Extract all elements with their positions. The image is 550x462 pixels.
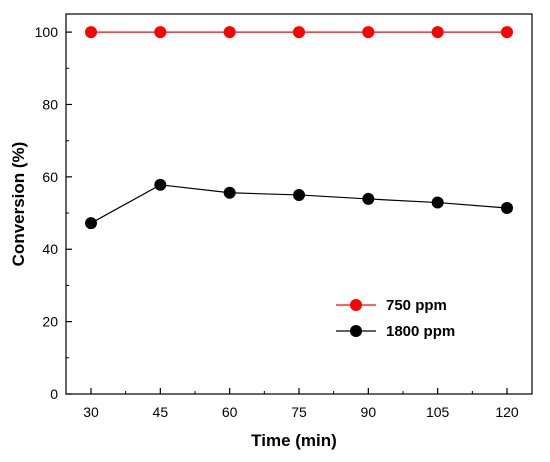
x-tick-label: 105 bbox=[426, 404, 450, 420]
y-tick-label: 60 bbox=[42, 169, 58, 185]
y-tick-label: 0 bbox=[50, 386, 58, 402]
y-tick-label: 40 bbox=[42, 241, 58, 257]
data-point-series-0 bbox=[431, 26, 444, 39]
y-tick-label: 100 bbox=[35, 24, 59, 40]
data-point-series-0 bbox=[154, 26, 167, 39]
data-point-series-1 bbox=[85, 217, 97, 230]
legend-label-750: 750 ppm bbox=[386, 297, 447, 314]
data-point-series-1 bbox=[154, 178, 167, 191]
legend: 750 ppm 1800 ppm bbox=[336, 297, 455, 340]
x-tick-label: 90 bbox=[361, 404, 377, 420]
legend-marker-750 bbox=[350, 299, 362, 311]
x-tick-label: 75 bbox=[291, 404, 307, 420]
data-point-series-1 bbox=[223, 186, 236, 199]
data-point-series-0 bbox=[362, 26, 375, 39]
data-point-series-1 bbox=[293, 188, 305, 201]
y-axis: 0 20 40 60 80 100 bbox=[35, 24, 72, 402]
legend-label-1800: 1800 ppm bbox=[386, 323, 455, 340]
data-point-series-0 bbox=[293, 26, 305, 39]
data-point-series-0 bbox=[501, 26, 513, 39]
x-tick-label: 30 bbox=[83, 404, 99, 420]
data-point-series-0 bbox=[223, 26, 236, 39]
x-tick-label: 45 bbox=[153, 404, 169, 420]
y-tick-label: 20 bbox=[42, 314, 58, 330]
x-axis: 30 45 60 75 90 105 120 bbox=[83, 388, 519, 420]
series-layer bbox=[85, 26, 513, 230]
data-point-series-1 bbox=[501, 201, 513, 214]
data-point-series-1 bbox=[362, 192, 375, 205]
data-point-series-1 bbox=[431, 196, 444, 209]
y-axis-title: Conversion (%) bbox=[9, 142, 28, 267]
x-tick-label: 60 bbox=[222, 404, 238, 420]
x-axis-title: Time (min) bbox=[251, 431, 337, 450]
data-point-series-0 bbox=[85, 26, 97, 39]
x-tick-label: 120 bbox=[495, 404, 519, 420]
legend-marker-1800 bbox=[350, 325, 362, 337]
y-tick-label: 80 bbox=[42, 96, 58, 112]
